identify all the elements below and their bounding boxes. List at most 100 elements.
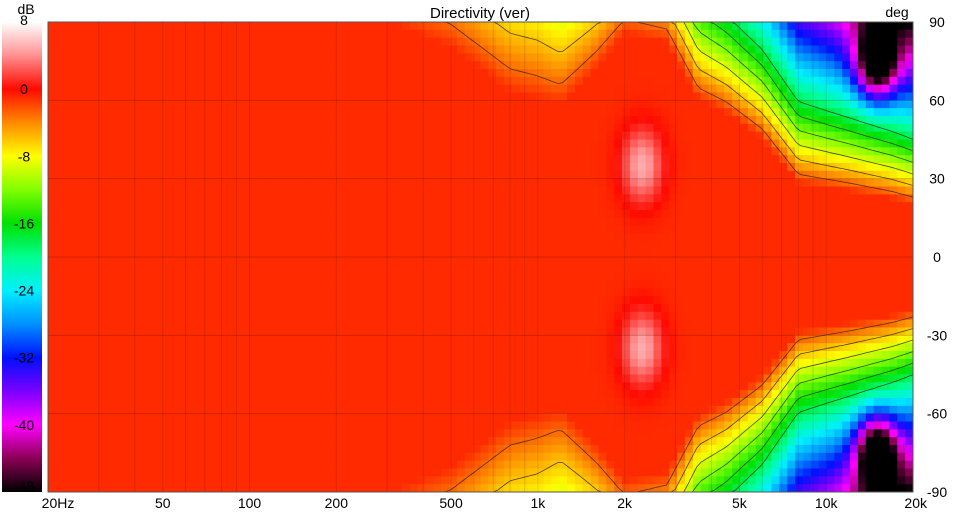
heatmap-cell	[142, 390, 151, 399]
heatmap-cell	[173, 202, 183, 211]
heatmap-cell	[276, 178, 285, 188]
heatmap-cell	[669, 398, 678, 407]
heatmap-cell	[213, 304, 222, 313]
heatmap-cell	[677, 351, 686, 360]
heatmap-cell	[189, 100, 199, 109]
heatmap-cell	[622, 327, 631, 336]
heatmap-cell	[645, 374, 655, 383]
heatmap-cell	[488, 264, 497, 274]
heatmap-cell	[205, 468, 214, 477]
heatmap-cell	[48, 390, 57, 399]
heatmap-cell	[598, 53, 607, 62]
heatmap-cell	[134, 429, 143, 438]
heatmap-cell	[409, 225, 419, 235]
heatmap-cell	[79, 194, 88, 203]
heatmap-cell	[362, 429, 372, 438]
heatmap-cell	[134, 210, 143, 219]
heatmap-cell	[362, 139, 372, 148]
heatmap-cell	[472, 405, 482, 415]
heatmap-cell	[48, 194, 57, 203]
heatmap-cell	[189, 241, 199, 250]
heatmap-cell	[449, 61, 458, 70]
heatmap-cell	[181, 358, 191, 368]
heatmap-cell	[464, 147, 474, 156]
heatmap-cell	[551, 217, 560, 227]
heatmap-cell	[268, 241, 277, 250]
heatmap-cell	[504, 366, 513, 376]
heatmap-cell	[551, 61, 560, 70]
heatmap-cell	[637, 429, 647, 438]
heatmap-cell	[370, 249, 379, 258]
heatmap-cell	[315, 398, 324, 407]
heatmap-cell	[394, 304, 403, 313]
heatmap-cell	[378, 76, 387, 86]
heatmap-cell	[346, 84, 356, 94]
heatmap-cell	[63, 37, 73, 47]
heatmap-cell	[378, 343, 387, 352]
heatmap-cell	[213, 155, 222, 164]
heatmap-cell	[567, 398, 576, 407]
heatmap-cell	[354, 445, 364, 454]
heatmap-cell	[677, 186, 686, 195]
heatmap-cell	[425, 319, 434, 329]
heatmap-cell	[181, 304, 191, 313]
heatmap-cell	[354, 413, 364, 423]
heatmap-cell	[614, 264, 623, 274]
heatmap-cell	[394, 398, 403, 407]
heatmap-cell	[331, 264, 340, 274]
heatmap-cell	[63, 374, 73, 383]
heatmap-cell	[559, 116, 568, 125]
heatmap-cell	[543, 382, 552, 391]
heatmap-cell	[291, 445, 301, 454]
heatmap-cell	[110, 139, 120, 148]
heatmap-cell	[582, 147, 592, 156]
heatmap-cell	[63, 484, 73, 492]
heatmap-cell	[441, 92, 450, 101]
heatmap-cell	[496, 288, 505, 297]
heatmap-cell	[110, 280, 120, 289]
heatmap-cell	[338, 366, 348, 376]
heatmap-cell	[449, 304, 458, 313]
heatmap-cell	[567, 405, 576, 415]
heatmap-cell	[346, 468, 356, 477]
heatmap-cell	[669, 84, 678, 94]
heatmap-cell	[331, 343, 340, 352]
heatmap-cell	[228, 37, 238, 47]
heatmap-cell	[433, 100, 442, 109]
heatmap-cell	[354, 374, 364, 383]
heatmap-cell	[236, 29, 246, 39]
heatmap-cell	[236, 108, 246, 117]
heatmap-cell	[158, 217, 167, 227]
heatmap-cell	[677, 272, 686, 282]
heatmap-cell	[142, 257, 151, 266]
heatmap-cell	[614, 327, 623, 336]
heatmap-cell	[283, 445, 293, 454]
heatmap-cell	[118, 61, 128, 70]
heatmap-cell	[464, 398, 474, 407]
heatmap-cell	[456, 445, 466, 454]
heatmap-cell	[519, 37, 529, 47]
heatmap-cell	[354, 123, 364, 133]
heatmap-cell	[637, 147, 647, 156]
heatmap-cell	[346, 155, 356, 164]
heatmap-cell	[433, 123, 442, 133]
heatmap-cell	[48, 382, 57, 391]
heatmap-cell	[559, 468, 568, 477]
heatmap-cell	[181, 108, 191, 117]
heatmap-cell	[496, 139, 505, 148]
heatmap-cell	[370, 116, 379, 125]
heatmap-cell	[118, 374, 128, 383]
colorbar-tick-label: -8	[18, 148, 31, 164]
heatmap-cell	[165, 460, 175, 470]
heatmap-cell	[276, 147, 285, 156]
heatmap-cell	[543, 178, 552, 188]
heatmap-cell	[378, 249, 387, 258]
heatmap-cell	[205, 53, 214, 62]
heatmap-cell	[511, 413, 521, 423]
heatmap-cell	[692, 61, 702, 70]
heatmap-cell	[684, 170, 694, 180]
heatmap-cell	[181, 53, 191, 62]
heatmap-cell	[645, 311, 655, 321]
heatmap-cell	[417, 421, 427, 430]
heatmap-cell	[173, 452, 183, 462]
